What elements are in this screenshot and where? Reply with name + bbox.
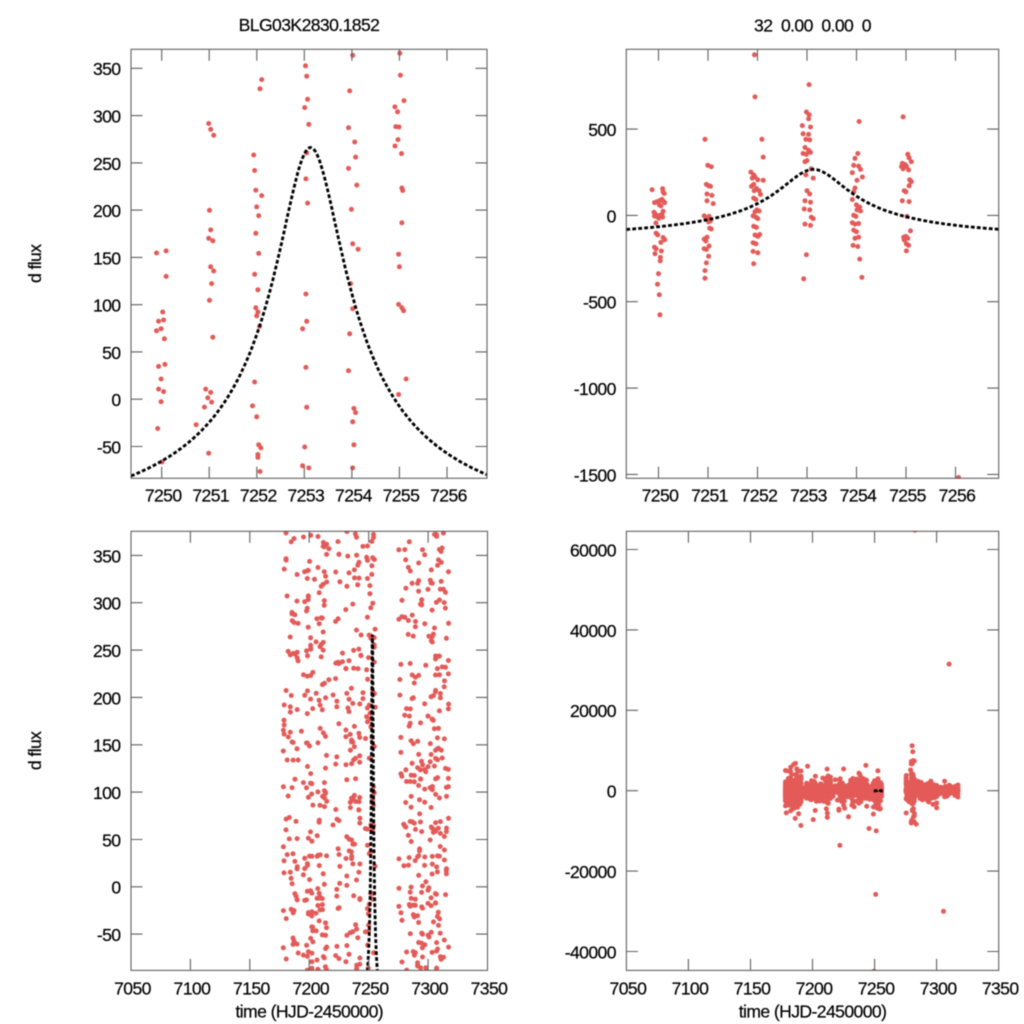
svg-text:7350: 7350 [471, 979, 509, 999]
svg-text:150: 150 [93, 248, 121, 268]
svg-text:-1500: -1500 [574, 465, 617, 485]
svg-text:7251: 7251 [691, 486, 728, 506]
svg-text:40000: 40000 [570, 621, 617, 641]
svg-text:200: 200 [93, 688, 121, 708]
svg-text:7251: 7251 [192, 486, 229, 506]
svg-text:50: 50 [102, 830, 121, 850]
svg-text:100: 100 [93, 783, 121, 803]
svg-text:7252: 7252 [741, 486, 778, 506]
svg-text:7150: 7150 [233, 979, 271, 999]
svg-text:-500: -500 [583, 293, 617, 313]
svg-text:7050: 7050 [114, 979, 152, 999]
svg-text:350: 350 [93, 546, 121, 566]
svg-text:20000: 20000 [570, 701, 617, 721]
svg-text:7250: 7250 [145, 486, 183, 506]
svg-text:7200: 7200 [796, 979, 834, 999]
svg-text:7150: 7150 [734, 979, 772, 999]
svg-text:-20000: -20000 [565, 862, 617, 882]
svg-text:32 0.00 0.00 0: 32 0.00 0.00 0 [754, 16, 872, 36]
svg-text:BLG03K2830.1852: BLG03K2830.1852 [239, 15, 380, 35]
svg-text:100: 100 [93, 296, 121, 316]
svg-text:0: 0 [111, 390, 121, 410]
svg-text:7300: 7300 [920, 979, 958, 999]
svg-text:60000: 60000 [570, 540, 617, 560]
svg-text:7100: 7100 [174, 979, 212, 999]
svg-text:7254: 7254 [335, 486, 373, 506]
svg-text:0: 0 [111, 878, 121, 898]
svg-text:-50: -50 [97, 925, 121, 945]
svg-text:7200: 7200 [292, 979, 330, 999]
svg-text:300: 300 [93, 594, 121, 614]
svg-text:350: 350 [93, 59, 121, 79]
svg-text:7250: 7250 [352, 979, 390, 999]
svg-text:-1000: -1000 [574, 379, 617, 399]
svg-text:time (HJD-2450000): time (HJD-2450000) [235, 1002, 383, 1022]
svg-text:0: 0 [607, 206, 617, 226]
svg-text:time (HJD-2450000): time (HJD-2450000) [739, 1002, 887, 1022]
svg-text:7253: 7253 [790, 486, 828, 506]
svg-text:-50: -50 [97, 437, 121, 457]
svg-text:7252: 7252 [240, 486, 277, 506]
svg-text:7253: 7253 [287, 486, 325, 506]
svg-text:7250: 7250 [642, 486, 680, 506]
svg-text:150: 150 [93, 736, 121, 756]
svg-text:d flux: d flux [25, 244, 45, 283]
svg-text:300: 300 [93, 107, 121, 127]
svg-text:250: 250 [93, 641, 121, 661]
svg-text:50: 50 [102, 343, 121, 363]
svg-text:7050: 7050 [610, 979, 648, 999]
svg-text:7256: 7256 [939, 486, 977, 506]
svg-text:7250: 7250 [858, 979, 896, 999]
svg-text:0: 0 [607, 782, 617, 802]
svg-text:7350: 7350 [982, 979, 1020, 999]
svg-text:250: 250 [93, 154, 121, 174]
svg-text:200: 200 [93, 201, 121, 221]
svg-text:7255: 7255 [383, 486, 421, 506]
svg-text:-40000: -40000 [565, 942, 617, 962]
svg-text:7300: 7300 [411, 979, 449, 999]
svg-text:7255: 7255 [889, 486, 927, 506]
svg-text:500: 500 [588, 120, 616, 140]
svg-text:d flux: d flux [25, 731, 45, 770]
svg-text:7100: 7100 [672, 979, 710, 999]
svg-text:7254: 7254 [840, 486, 878, 506]
svg-text:7256: 7256 [430, 486, 468, 506]
